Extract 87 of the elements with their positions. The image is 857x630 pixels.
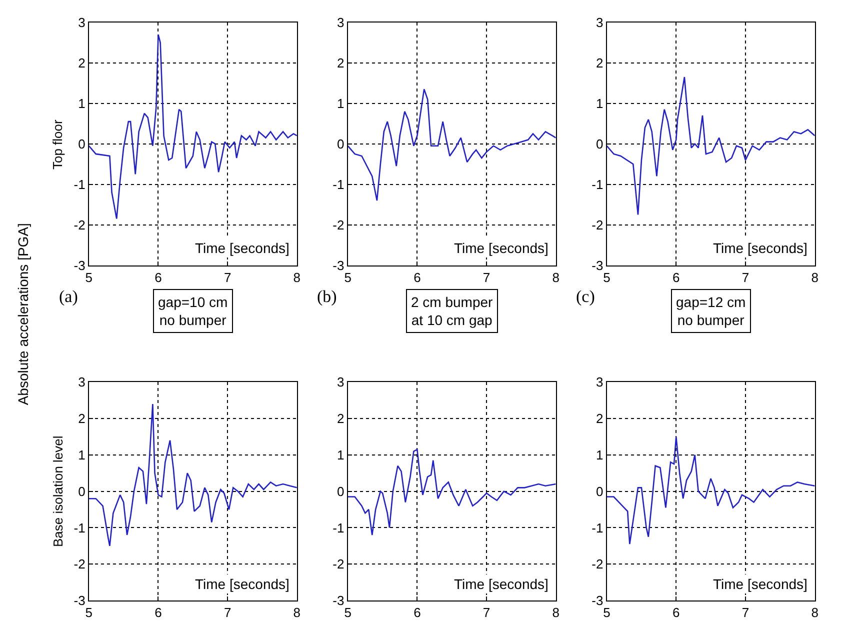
y-tick-label: -2	[332, 217, 344, 232]
y-tick-label: -2	[592, 556, 604, 572]
x-tick-label: 7	[482, 605, 490, 620]
x-tick-label: 7	[224, 605, 232, 620]
text: gap=10 cm no bumper	[158, 294, 228, 328]
x-tick-label: 8	[293, 605, 301, 620]
y-tick-label: 0	[596, 136, 604, 152]
text: (c)	[576, 287, 595, 306]
x-tick-label: 5	[603, 270, 610, 285]
y-tick-label: 1	[596, 96, 604, 111]
x-tick-label: 5	[85, 605, 93, 620]
y-tick-label: -1	[74, 520, 86, 536]
y-tick-label: 3	[596, 374, 604, 390]
y-tick-label: 1	[596, 447, 604, 462]
y-tick-label: 1	[78, 96, 86, 111]
x-tick-label: 6	[154, 605, 162, 620]
y-tick-label: 2	[596, 55, 604, 70]
y-tick-label: 0	[337, 484, 344, 499]
line-series	[606, 76, 815, 216]
y-axis-title: Top floor	[50, 119, 65, 170]
y-tick-label: 2	[337, 55, 344, 70]
y-tick-label: -2	[74, 217, 86, 232]
y-tick-label: 3	[78, 14, 86, 30]
y-tick-label: -1	[332, 520, 344, 536]
line-series	[348, 88, 556, 202]
x-tick-label: 5	[603, 605, 610, 620]
text: gap=12 cm no bumper	[676, 294, 746, 328]
y-tick-label: -3	[74, 593, 86, 608]
x-axis-title: Time [seconds]	[713, 576, 808, 592]
x-tick-label: 8	[811, 605, 818, 620]
y-tick-label: -3	[74, 258, 86, 273]
x-axis-title: Time [seconds]	[195, 240, 290, 256]
y-tick-label: 2	[78, 55, 86, 70]
line-series	[348, 448, 556, 536]
y-tick-label: 3	[596, 14, 604, 30]
x-tick-label: 6	[672, 270, 680, 285]
x-axis-title: Time [seconds]	[713, 240, 808, 256]
text: (a)	[59, 287, 78, 306]
y-tick-label: -3	[592, 258, 604, 273]
y-tick-label: 3	[337, 374, 344, 390]
y-tick-label: 3	[78, 374, 86, 390]
x-axis-title: Time [seconds]	[454, 240, 548, 256]
y-tick-label: 2	[596, 411, 604, 426]
x-tick-label: 6	[672, 605, 680, 620]
x-tick-label: 8	[552, 270, 560, 285]
line-series	[606, 436, 815, 545]
x-tick-label: 5	[344, 605, 352, 620]
y-tick-label: -1	[332, 176, 344, 192]
y-tick-label: 2	[78, 411, 86, 426]
x-tick-label: 7	[742, 605, 750, 620]
y-axis-title: Base isolation level	[50, 436, 66, 548]
x-axis-title: Time [seconds]	[454, 576, 548, 592]
x-tick-label: 5	[344, 270, 352, 285]
x-tick-label: 8	[293, 270, 301, 285]
y-tick-label: 0	[337, 136, 344, 152]
y-tick-label: 1	[78, 447, 86, 462]
y-tick-label: 0	[596, 484, 604, 499]
x-tick-label: 8	[811, 270, 818, 285]
x-tick-label: 6	[154, 270, 162, 285]
y-tick-label: 0	[78, 484, 86, 499]
x-tick-label: 8	[552, 605, 560, 620]
x-tick-label: 7	[482, 270, 490, 285]
y-tick-label: -2	[592, 217, 604, 232]
x-tick-label: 5	[85, 270, 93, 285]
y-tick-label: 3	[337, 14, 344, 30]
y-tick-label: -1	[592, 520, 604, 536]
x-tick-label: 7	[742, 270, 750, 285]
y-tick-label: -2	[74, 556, 86, 572]
y-tick-label: -1	[592, 176, 604, 192]
y-tick-label: -2	[332, 556, 344, 572]
text: (b)	[317, 287, 337, 306]
line-series	[88, 403, 297, 547]
y-tick-label: -3	[332, 593, 344, 608]
y-tick-label: -3	[332, 258, 344, 273]
line-series	[88, 34, 297, 220]
y-tick-label: -1	[74, 176, 86, 192]
y-tick-label: 0	[78, 136, 86, 152]
text: 2 cm bumper at 10 cm gap	[411, 294, 494, 328]
y-tick-label: 1	[337, 96, 344, 111]
y-tick-label: 2	[337, 411, 344, 426]
x-tick-label: 6	[414, 605, 421, 620]
x-tick-label: 7	[224, 270, 232, 285]
x-tick-label: 6	[414, 270, 421, 285]
x-axis-title: Time [seconds]	[195, 576, 290, 592]
y-tick-label: -3	[592, 593, 604, 608]
y-tick-label: 1	[337, 447, 344, 462]
text: Absolute accelerations [PGA]	[15, 223, 32, 406]
